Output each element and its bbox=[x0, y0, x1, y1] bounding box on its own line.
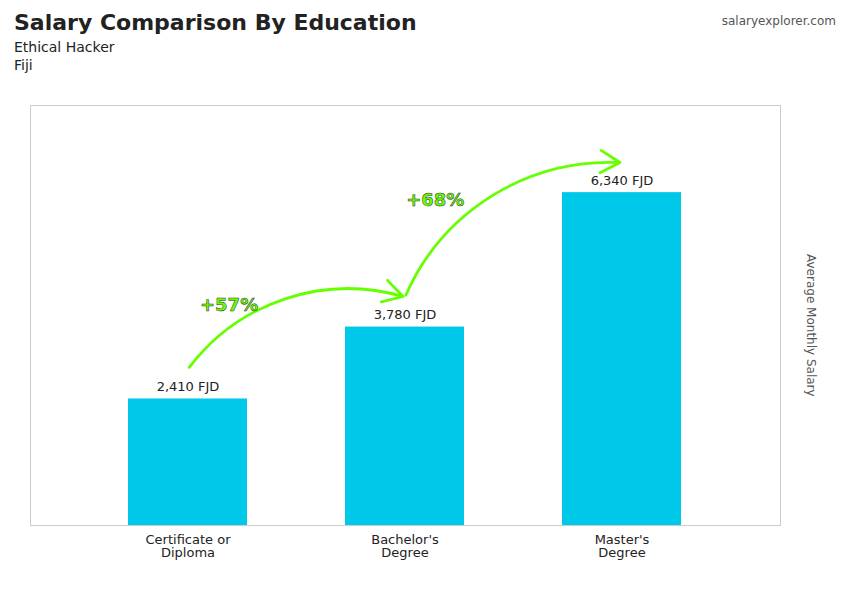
svg-text:Master'sDegree: Master'sDegree bbox=[595, 532, 650, 560]
svg-text:6,340 FJD: 6,340 FJD bbox=[591, 173, 654, 188]
html-text:Fiji: Fiji bbox=[14, 57, 33, 73]
svg-text:Certificate orDiploma: Certificate orDiploma bbox=[146, 532, 232, 560]
html-text:Average Monthly Salary: Average Monthly Salary bbox=[804, 253, 818, 397]
html-text:Ethical Hacker: Ethical Hacker bbox=[14, 39, 115, 55]
html-text:salaryexplorer.com: salaryexplorer.com bbox=[721, 14, 836, 28]
svg-text:2,410 FJD: 2,410 FJD bbox=[157, 379, 220, 394]
svg-text:+57%: +57% bbox=[200, 294, 258, 315]
svg-text:+68%: +68% bbox=[406, 189, 464, 210]
svg-text:Bachelor'sDegree: Bachelor'sDegree bbox=[371, 532, 439, 560]
html-text:Salary Comparison By Education: Salary Comparison By Education bbox=[14, 10, 417, 35]
svg-text:3,780 FJD: 3,780 FJD bbox=[374, 307, 437, 322]
